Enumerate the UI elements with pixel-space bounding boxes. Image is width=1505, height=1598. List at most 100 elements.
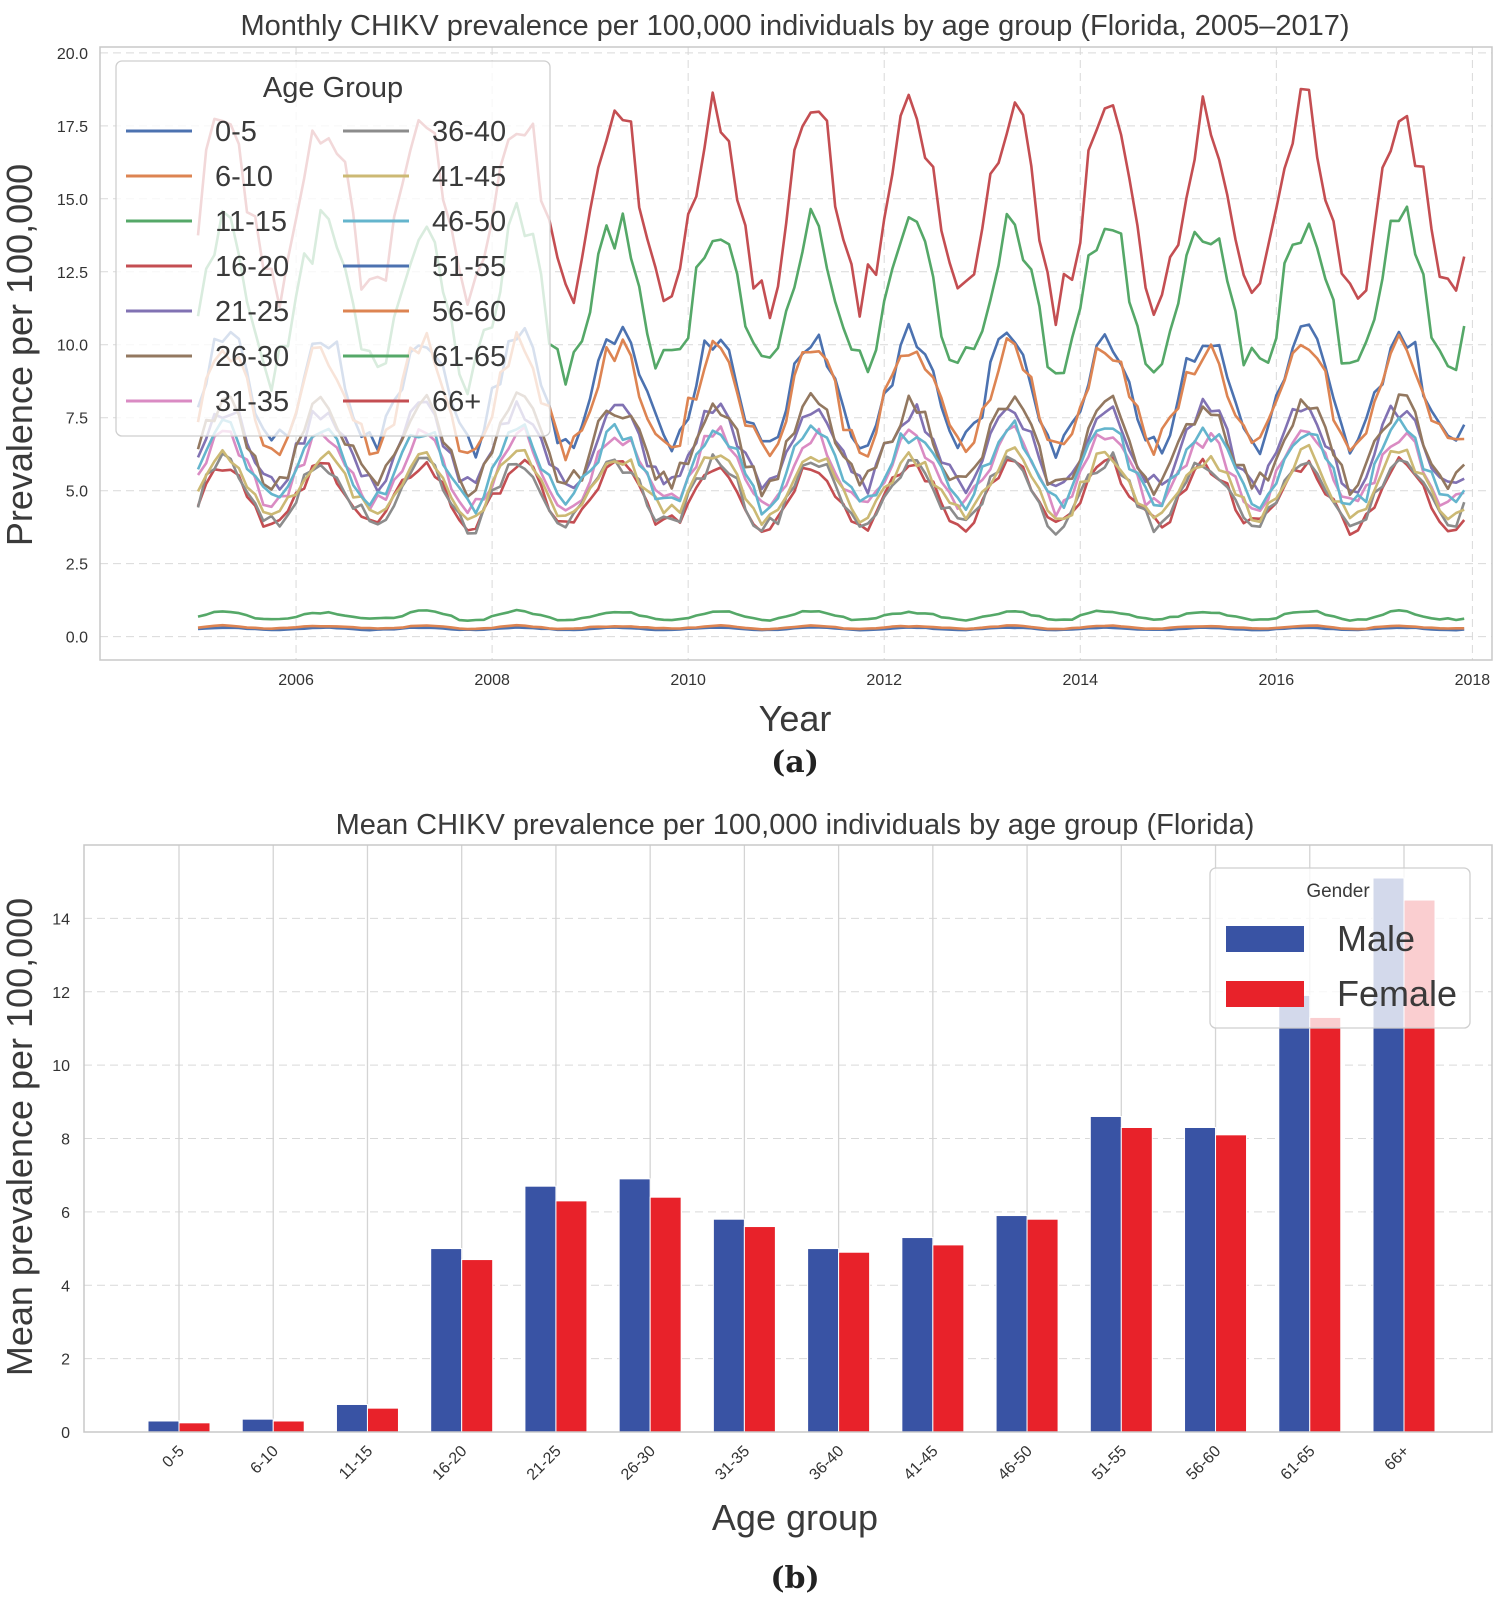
bar-chart-y-tick: 0 [61,1425,70,1442]
bar-chart-x-ticks: 0-5 6-10 11-15 16-20 21-25 26-30 31-35 36-40 41-… [159,1443,1412,1484]
bar-chart-x-tick: 46-50 [995,1443,1036,1484]
legend-label-male: Male [1337,918,1415,959]
bar-chart-y-tick: 2 [61,1352,70,1369]
series-line-41-45 [196,443,1465,527]
bar-chart: Mean CHIKV prevalence per 100,000 indivi… [0,809,1493,1596]
line-chart: Monthly CHIKV prevalence per 100,000 ind… [0,10,1493,780]
legend-label-6-10: 6-10 [215,161,273,193]
bar-female-0-5 [178,1422,211,1433]
line-chart-x-tick: 2008 [474,672,510,689]
line-chart-title: Monthly CHIKV prevalence per 100,000 ind… [240,10,1349,42]
bar-male-56-60 [1184,1126,1217,1433]
panel-a-label: (a) [771,745,819,780]
line-chart-legend: Age Group 0-5 6-10 11-15 16-20 21-25 26-30 31-… [115,60,551,437]
bar-female-16-20 [461,1259,494,1433]
line-chart-x-tick: 2018 [1455,672,1491,689]
bar-female-31-35 [743,1226,776,1433]
legend-label-46-50: 46-50 [432,206,506,238]
bar-female-11-15 [366,1407,399,1433]
line-chart-y-tick: 10.0 [57,338,88,355]
line-chart-y-label: Prevalence per 100,000 [0,164,40,546]
line-chart-x-tick: 2014 [1062,672,1098,689]
legend-label-36-40: 36-40 [432,116,506,148]
series-line-6-10 [197,623,1465,631]
bar-chart-y-label: Mean prevalence per 100,000 [0,898,40,1376]
bar-chart-y-tick: 14 [52,911,70,928]
bar-male-21-25 [524,1185,557,1433]
bar-chart-x-tick: 66+ [1382,1443,1413,1474]
bar-chart-y-tick: 4 [61,1278,70,1295]
bar-chart-y-tick: 6 [61,1205,70,1222]
bar-male-26-30 [618,1178,651,1433]
bar-chart-y-tick: 10 [52,1058,70,1075]
line-chart-y-tick: 15.0 [57,192,88,209]
bar-male-6-10 [241,1418,274,1433]
line-chart-x-ticks: 2006 2008 2010 2012 2014 2016 2018 [278,672,1490,689]
bar-chart-x-tick: 21-25 [524,1443,565,1484]
bar-chart-x-tick: 11-15 [336,1443,376,1483]
bar-chart-x-tick: 61-65 [1278,1443,1319,1484]
bar-chart-y-ticks: 0 2 4 6 8 10 12 14 [52,911,70,1442]
bar-male-51-55 [1089,1115,1122,1433]
legend-label-66+: 66+ [432,386,481,418]
series-line-11-15 [197,608,1465,623]
bar-chart-x-tick: 0-5 [159,1443,187,1471]
bar-female-6-10 [272,1420,305,1433]
line-chart-y-tick: 17.5 [57,119,88,136]
bar-female-21-25 [555,1200,588,1433]
bar-male-61-65 [1278,994,1311,1433]
bar-chart-x-tick: 41-45 [901,1443,942,1484]
legend-label-female: Female [1337,973,1457,1014]
bar-male-31-35 [712,1218,745,1433]
bar-chart-x-tick: 56-60 [1183,1443,1224,1484]
line-chart-y-tick: 2.5 [66,557,88,574]
bar-chart-x-tick: 31-35 [712,1443,753,1484]
bar-female-36-40 [838,1251,871,1433]
legend-label-51-55: 51-55 [432,251,506,283]
line-chart-x-label: Year [759,698,832,739]
legend-label-31-35: 31-35 [215,386,289,418]
legend-swatch-male [1226,926,1304,952]
line-chart-y-tick: 5.0 [66,484,88,501]
bar-chart-x-label: Age group [712,1497,878,1538]
line-chart-x-tick: 2006 [278,672,314,689]
bar-female-51-55 [1120,1126,1153,1433]
bar-male-16-20 [430,1248,463,1433]
bar-chart-legend-title: Gender [1306,881,1370,902]
line-chart-y-tick: 0.0 [66,630,88,647]
legend-label-56-60: 56-60 [432,296,506,328]
bar-chart-x-tick: 16-20 [430,1443,471,1484]
bar-chart-y-tick: 12 [52,985,70,1002]
bar-female-41-45 [932,1244,965,1433]
bar-chart-x-tick: 6-10 [247,1443,282,1478]
bar-male-41-45 [901,1237,934,1433]
line-chart-grid [100,47,1492,660]
line-chart-y-ticks: 0.0 2.5 5.0 7.5 10.0 12.5 15.0 17.5 20.0 [57,46,88,647]
legend-label-0-5: 0-5 [215,116,257,148]
line-chart-legend-box [115,60,551,437]
line-chart-legend-title: Age Group [263,72,403,104]
line-chart-legend-items: 0-5 6-10 11-15 16-20 21-25 26-30 31-35 36-40 41-… [126,116,506,418]
legend-label-26-30: 26-30 [215,341,289,373]
legend-label-21-25: 21-25 [215,296,289,328]
line-chart-frame [99,46,1493,661]
series-line-31-35 [196,424,1465,518]
bar-chart-frame [83,844,1493,1433]
bar-chart-x-tick: 26-30 [618,1443,659,1484]
bar-chart-legend: Gender Male Female [1209,867,1471,1029]
bar-male-11-15 [335,1403,368,1433]
line-chart-x-tick: 2012 [866,672,902,689]
legend-label-16-20: 16-20 [215,251,289,283]
legend-label-61-65: 61-65 [432,341,506,373]
panel-b-label: (b) [770,1561,819,1596]
bar-chart-x-tick: 51-55 [1089,1443,1130,1484]
bar-female-26-30 [649,1196,682,1433]
bar-male-0-5 [147,1420,180,1433]
bar-female-56-60 [1215,1134,1248,1433]
line-chart-y-tick: 12.5 [57,265,88,282]
legend-label-11-15: 11-15 [215,206,287,238]
legend-label-41-45: 41-45 [432,161,506,193]
series-line-36-40 [196,451,1466,536]
bar-female-46-50 [1026,1218,1059,1433]
